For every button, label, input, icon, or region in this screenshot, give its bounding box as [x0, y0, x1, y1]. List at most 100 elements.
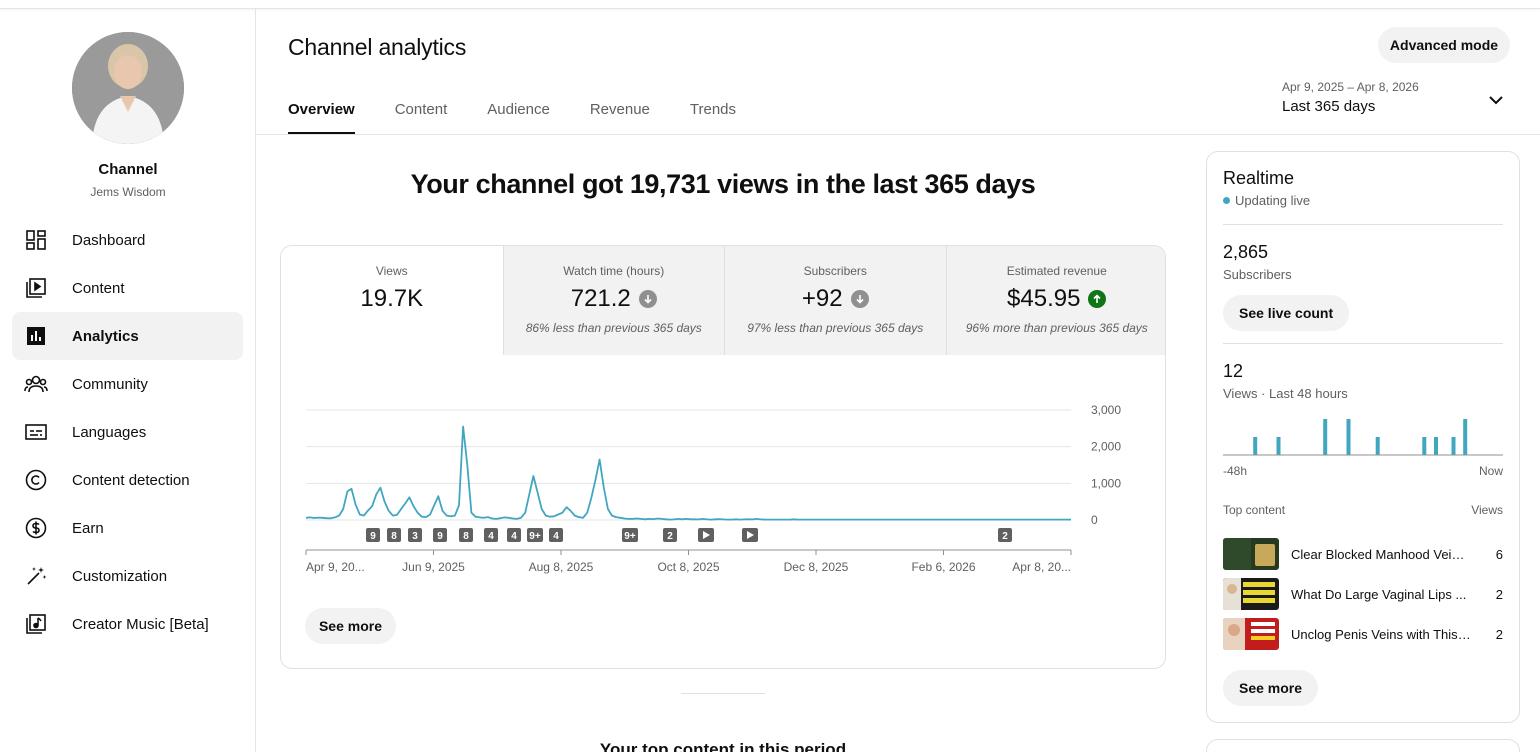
section-divider [681, 693, 765, 694]
marker-label: 8 [463, 531, 469, 542]
see-live-count-button[interactable]: See live count [1223, 295, 1350, 331]
video-marker[interactable]: 4 [484, 528, 498, 542]
metric-note: 97% less than previous 365 days [747, 321, 924, 335]
advanced-mode-button[interactable]: Advanced mode [1378, 27, 1510, 63]
sidebar-nav: Dashboard Content Analytics Community La… [12, 216, 243, 648]
metric-value-text: 721.2 [570, 285, 631, 312]
see-more-button[interactable]: See more [1223, 670, 1319, 706]
content-icon [24, 276, 48, 300]
realtime-bar[interactable] [1253, 437, 1258, 455]
video-thumbnail [1223, 538, 1279, 570]
channel-title: Channel [98, 161, 158, 178]
metric-tabs: Views 19.7K Watch time (hours) 721.2 86%… [281, 246, 1166, 355]
secondary-card [1206, 739, 1520, 752]
video-marker-play[interactable] [742, 528, 758, 542]
video-marker[interactable]: 2 [663, 528, 677, 542]
magic-wand-icon [24, 564, 48, 588]
subscribers-count: 2,865 [1223, 242, 1269, 262]
date-label[interactable]: Last 365 days [1282, 98, 1376, 115]
realtime-card: Realtime Updating live 2,865 Subscribers… [1206, 151, 1520, 723]
tab-content[interactable]: Content [394, 101, 448, 118]
video-marker[interactable]: 8 [387, 528, 401, 542]
sidebar-item-community[interactable]: Community [12, 360, 243, 408]
dollar-icon [24, 516, 48, 540]
analytics-icon [24, 324, 48, 348]
sidebar-item-label: Content detection [72, 471, 190, 489]
sidebar-item-creator-music[interactable]: Creator Music [Beta] [12, 600, 243, 648]
sidebar-item-analytics[interactable]: Analytics [12, 312, 243, 360]
views-series-line [305, 425, 1071, 521]
video-marker[interactable]: 3 [408, 528, 422, 542]
marker-label: 4 [488, 531, 494, 542]
channel-avatar[interactable] [72, 32, 184, 144]
video-views: 2 [1495, 626, 1503, 642]
metric-value-text: +92 [801, 285, 843, 312]
sidebar-item-label: Earn [72, 519, 104, 537]
realtime-bar[interactable] [1463, 419, 1468, 455]
top-content-row[interactable]: What Do Large Vaginal Lips ... 2 [1223, 578, 1503, 610]
sidebar-item-dashboard[interactable]: Dashboard [12, 216, 243, 264]
tab-revenue[interactable]: Revenue [589, 101, 650, 118]
tab-bar: Overview Content Audience Revenue Trends [288, 84, 776, 134]
top-content-row[interactable]: Unclog Penis Veins with This ... 2 [1223, 618, 1503, 650]
axis-start-label: -48h [1223, 464, 1248, 478]
sidebar-item-content[interactable]: Content [12, 264, 243, 312]
video-marker[interactable]: 8 [459, 528, 473, 542]
y-tick-label: 1,000 [1091, 476, 1121, 490]
video-marker[interactable]: 4 [549, 528, 563, 542]
chevron-down-icon[interactable] [1484, 88, 1508, 112]
x-tick-label: Apr 8, 20... [1012, 560, 1071, 574]
sidebar-item-customization[interactable]: Customization [12, 552, 243, 600]
video-marker[interactable]: 2 [998, 528, 1012, 542]
tab-overview[interactable]: Overview [288, 84, 355, 134]
views-headline: Your channel got 19,731 views in the las… [410, 169, 1036, 199]
realtime-bar[interactable] [1346, 419, 1351, 455]
sidebar-item-label: Content [72, 279, 125, 297]
sidebar: Channel Jems Wisdom Dashboard Content An… [0, 9, 256, 752]
video-marker[interactable]: 9 [433, 528, 447, 542]
sidebar-item-content-detection[interactable]: Content detection [12, 456, 243, 504]
metric-label: Watch time (hours) [563, 264, 665, 278]
sidebar-item-languages[interactable]: Languages [12, 408, 243, 456]
copyright-icon [24, 468, 48, 492]
realtime-bar[interactable] [1375, 437, 1380, 455]
top-content-title: Your top content in this period [599, 740, 847, 752]
arrow-down-icon [638, 290, 657, 308]
date-range[interactable]: Apr 9, 2025 – Apr 8, 2026 [1282, 80, 1419, 94]
tab-audience[interactable]: Audience [487, 101, 550, 118]
video-marker-play[interactable] [698, 528, 714, 542]
tab-trends[interactable]: Trends [689, 101, 737, 118]
see-more-button[interactable]: See more [305, 608, 396, 644]
video-marker[interactable]: 9+ [527, 528, 543, 542]
realtime-bar[interactable] [1422, 437, 1427, 455]
views-chart[interactable]: 3,000 2,000 1,000 0 9 8 3 9 8 4 4 9+ 4 9+ 2 2 Apr 9, 20.… [281, 355, 1166, 605]
metric-value: $45.95 [947, 285, 1166, 313]
realtime-bar[interactable] [1451, 437, 1456, 455]
play-icon [747, 531, 754, 539]
video-marker[interactable]: 9 [366, 528, 380, 542]
metric-value: 721.2 [504, 285, 725, 313]
realtime-bar[interactable] [1276, 437, 1281, 455]
realtime-bar[interactable] [1434, 437, 1438, 455]
live-status: Updating live [1223, 193, 1310, 208]
divider [1223, 343, 1503, 344]
views-column-label: Views [1471, 503, 1503, 517]
realtime-bar[interactable] [1323, 419, 1328, 455]
metric-watch-time[interactable]: Watch time (hours) 721.2 86% less than p… [502, 246, 725, 355]
marker-label: 9 [370, 531, 376, 542]
x-tick-label: Aug 8, 2025 [529, 560, 594, 574]
sidebar-item-earn[interactable]: Earn [12, 504, 243, 552]
marker-label: 8 [391, 531, 397, 542]
video-marker[interactable]: 4 [507, 528, 521, 542]
metric-revenue[interactable]: Estimated revenue $45.95 96% more than p… [945, 246, 1166, 355]
views-count: 12 [1223, 361, 1244, 381]
marker-label: 9+ [529, 531, 541, 542]
sidebar-item-label: Customization [72, 567, 168, 585]
languages-icon [24, 420, 48, 444]
top-content-row[interactable]: Clear Blocked Manhood Veins... 6 [1223, 538, 1503, 570]
realtime-views-chart[interactable] [1223, 410, 1503, 456]
metric-views[interactable]: Views 19.7K [281, 246, 503, 355]
video-marker[interactable]: 9+ [622, 528, 638, 542]
metric-subscribers[interactable]: Subscribers +92 97% less than previous 3… [724, 246, 946, 355]
video-views: 6 [1495, 546, 1503, 562]
